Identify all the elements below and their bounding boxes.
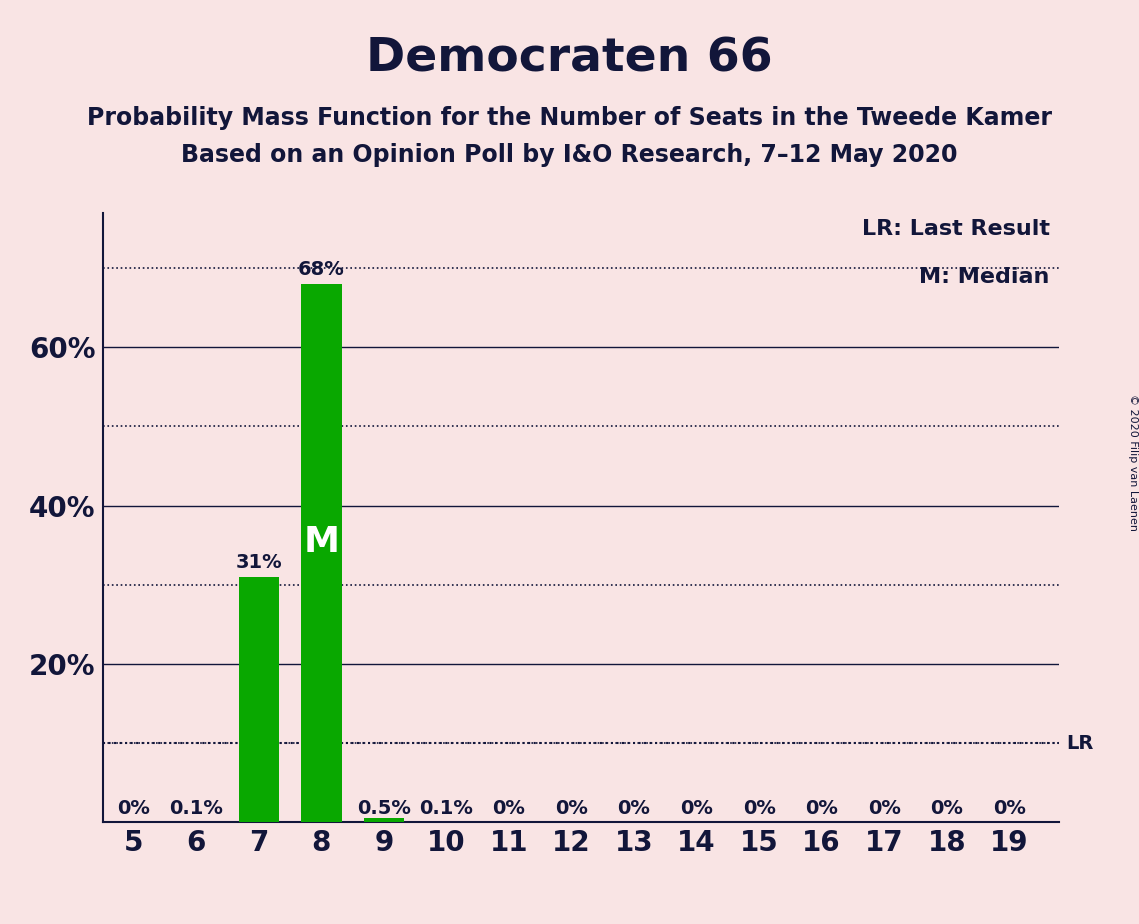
Text: 0%: 0% xyxy=(805,799,838,819)
Text: 0.1%: 0.1% xyxy=(170,799,223,819)
Text: Based on an Opinion Poll by I&O Research, 7–12 May 2020: Based on an Opinion Poll by I&O Research… xyxy=(181,143,958,167)
Text: 31%: 31% xyxy=(236,553,282,572)
Text: 0%: 0% xyxy=(993,799,1026,819)
Text: 68%: 68% xyxy=(298,260,345,279)
Bar xyxy=(238,577,279,822)
Text: LR: LR xyxy=(1066,734,1093,753)
Text: 0%: 0% xyxy=(680,799,713,819)
Text: M: Median: M: Median xyxy=(919,267,1050,287)
Text: 0%: 0% xyxy=(117,799,150,819)
Text: 0.5%: 0.5% xyxy=(357,799,411,819)
Text: Probability Mass Function for the Number of Seats in the Tweede Kamer: Probability Mass Function for the Number… xyxy=(87,106,1052,130)
Text: 0%: 0% xyxy=(492,799,525,819)
Text: M: M xyxy=(303,526,339,559)
Text: 0.1%: 0.1% xyxy=(419,799,474,819)
Text: 0%: 0% xyxy=(555,799,588,819)
Text: 0%: 0% xyxy=(617,799,650,819)
Bar xyxy=(301,284,342,822)
Text: 0%: 0% xyxy=(743,799,776,819)
Bar xyxy=(363,819,404,822)
Text: Democraten 66: Democraten 66 xyxy=(366,37,773,82)
Text: 0%: 0% xyxy=(931,799,964,819)
Text: 0%: 0% xyxy=(868,799,901,819)
Text: © 2020 Filip van Laenen: © 2020 Filip van Laenen xyxy=(1129,394,1138,530)
Text: LR: Last Result: LR: Last Result xyxy=(862,219,1050,238)
